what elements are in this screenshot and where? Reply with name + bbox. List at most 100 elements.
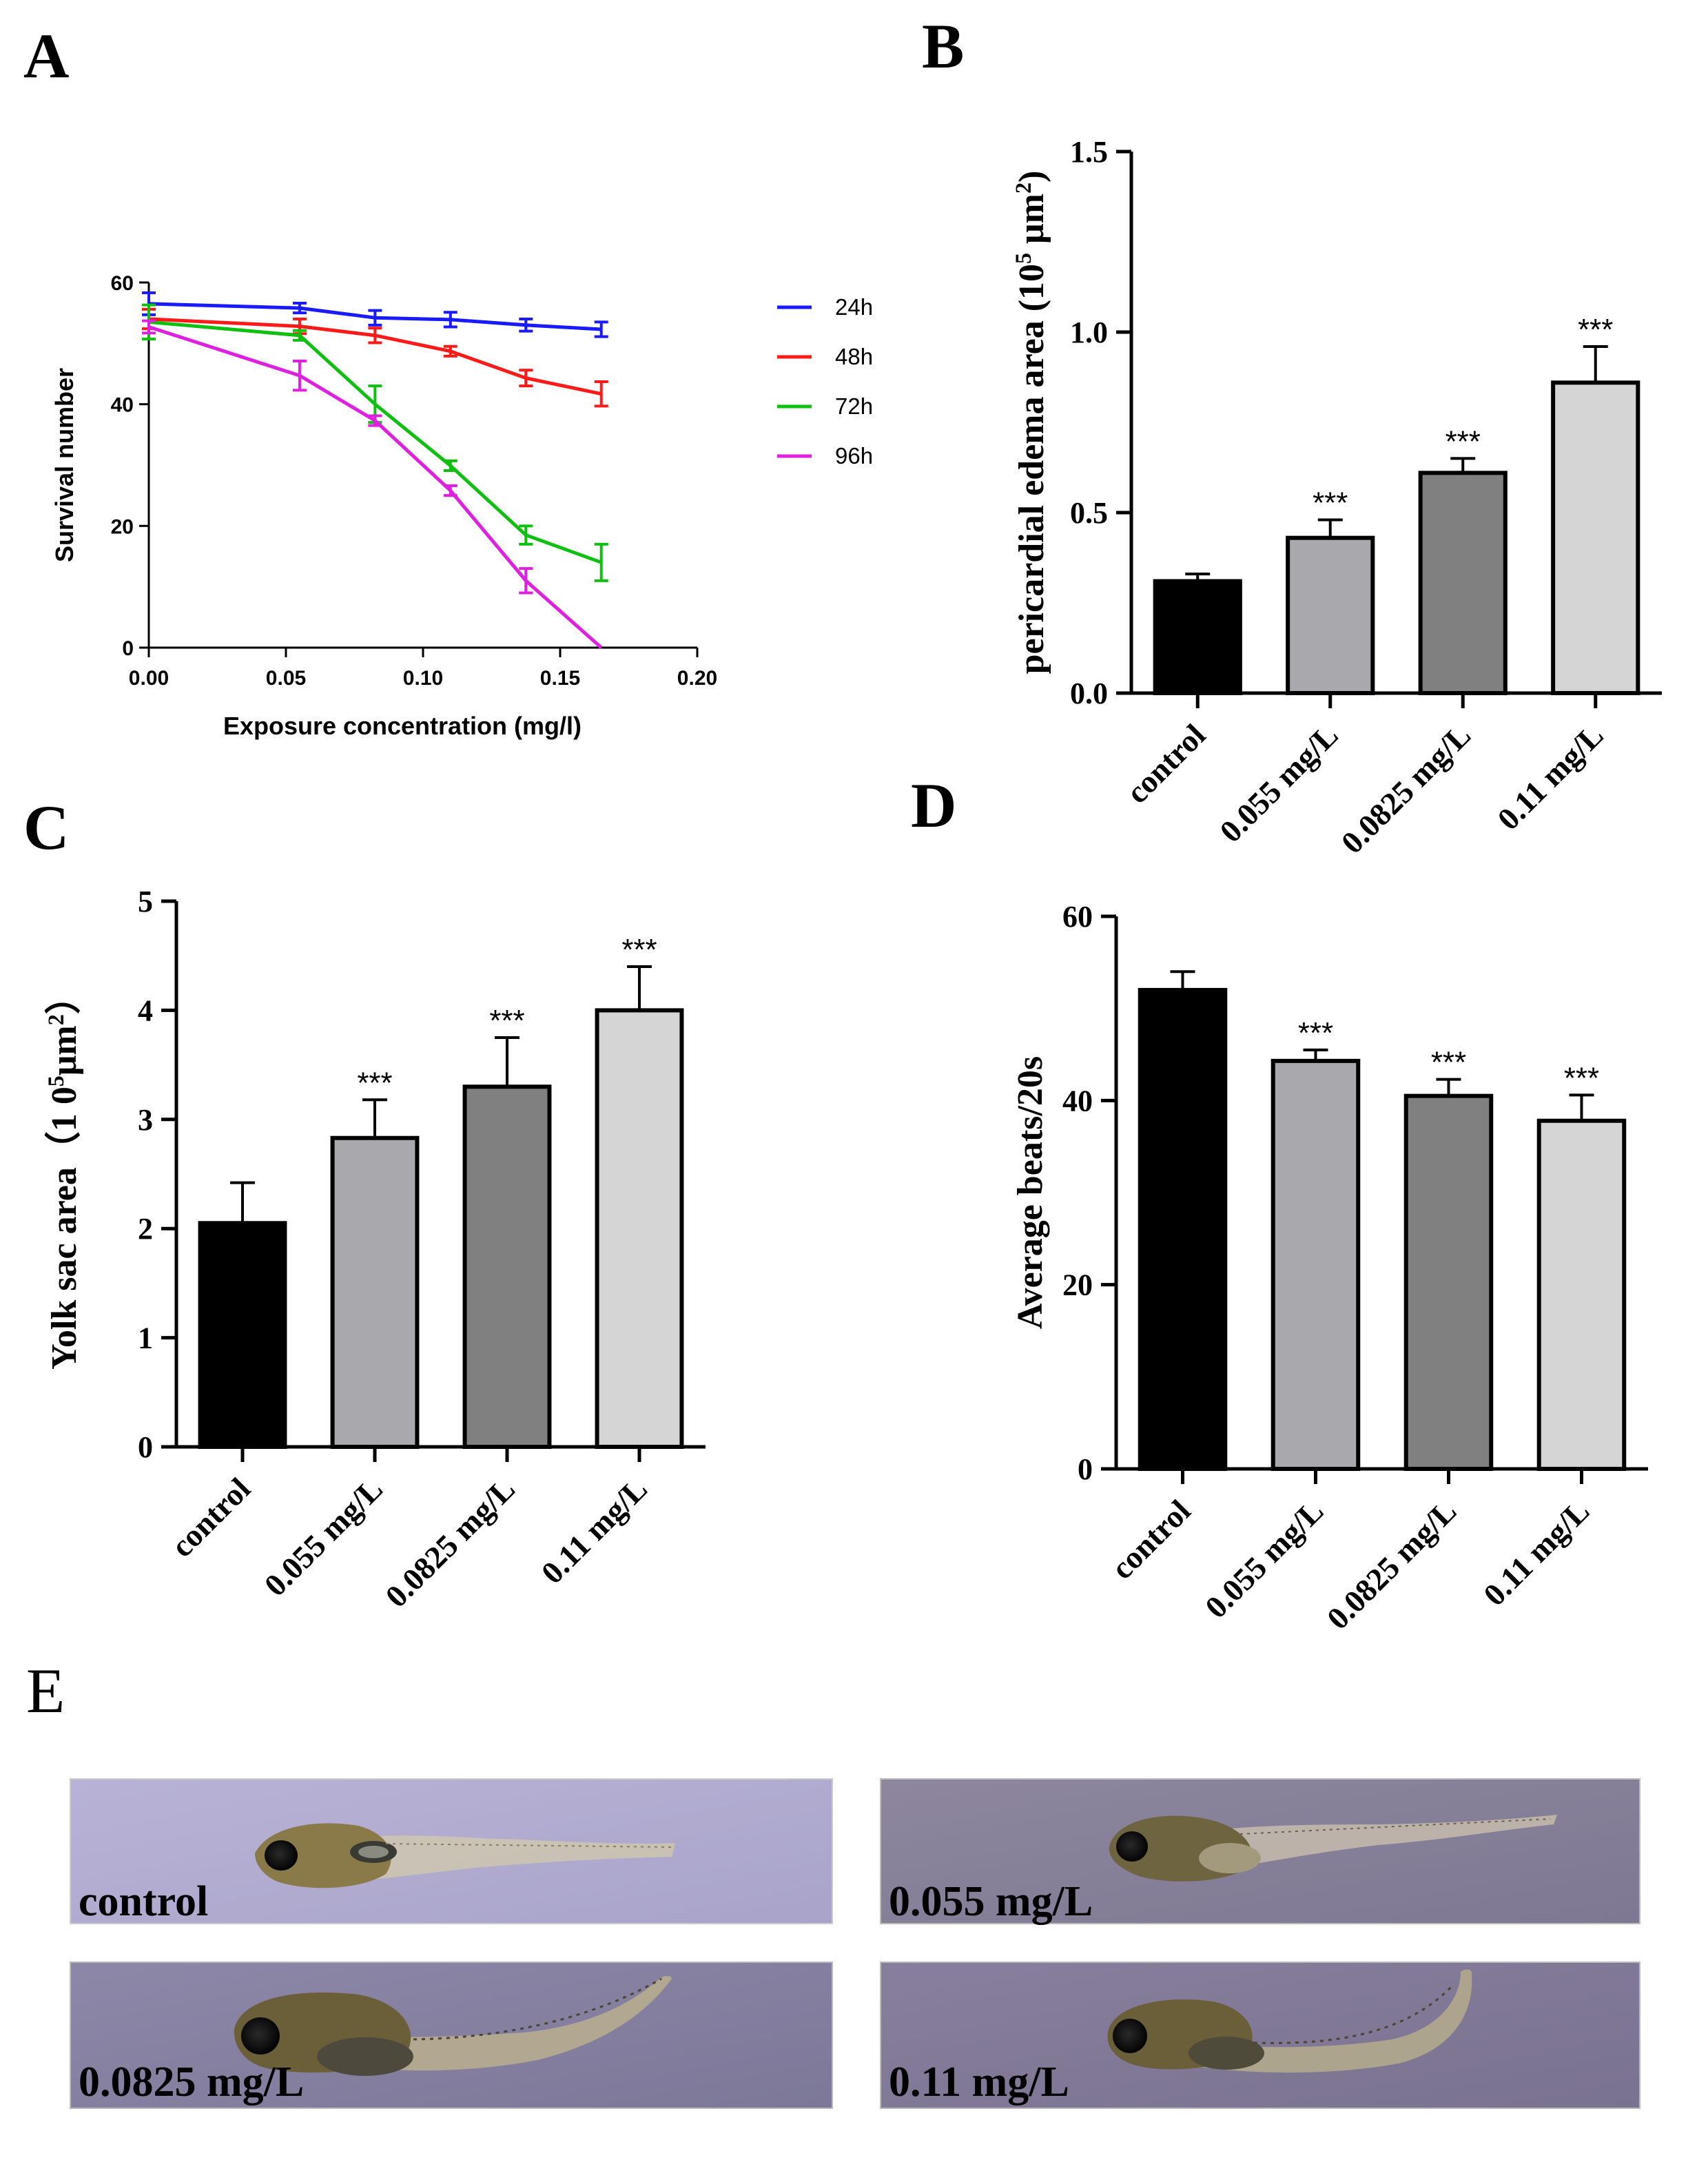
chart-c: 0 1 2 3 4 5 control *** 0.055 mg/L *** 0.0825 mg/L… (43, 885, 706, 1614)
y-axis-label-part: 2 (43, 1014, 68, 1025)
photo-caption-0055: 0.055 mg/L (889, 1878, 1093, 1925)
chart-d: 0 20 40 60 control *** 0.055 mg/L *** 0.0825 mg/… (1011, 900, 1648, 1636)
bar-2 (462, 1084, 552, 1449)
panel-label-a: A (23, 21, 69, 91)
legend-label-48h: 48h (835, 344, 873, 369)
y-tick-label: 2 (138, 1212, 153, 1246)
x-tick-label: 0.20 (677, 667, 717, 690)
y-tick-label: 0 (1078, 1452, 1093, 1486)
y-axis-label-part: ） (44, 978, 84, 1014)
y-tick-label: 0.5 (1070, 496, 1108, 530)
y-axis-label: Survival number (50, 368, 79, 562)
bar-0 (1138, 987, 1228, 1471)
panel-label-e: E (26, 1656, 65, 1726)
x-tick-label: control (164, 1471, 257, 1564)
x-tick-label: 0.055 mg/L (258, 1471, 389, 1603)
chart-b: 0.0 0.5 1.0 1.5 control *** 0.055 mg/L *** 0.082… (1011, 135, 1662, 861)
y-axis-label-part: Yolk sac area（1 0 (44, 1087, 84, 1370)
larva-image (1109, 1815, 1557, 1882)
bar-3 (1551, 380, 1640, 695)
larva-image (234, 1975, 672, 2076)
y-axis-label-part: Average beats/20s (1011, 1056, 1050, 1329)
significance-marker: *** (357, 1066, 392, 1100)
y-axis-label: Average beats/20s (1011, 1056, 1050, 1329)
photo-control: control (70, 1778, 833, 1925)
x-tick-label: control (1119, 717, 1212, 810)
y-tick-label: 5 (138, 885, 153, 918)
y-axis-label-part: pericardial edema area (10 (1012, 264, 1051, 674)
x-tick-label: 0.10 (403, 667, 443, 690)
significance-marker: *** (489, 1004, 524, 1038)
bar-1 (1270, 1058, 1361, 1471)
y-axis-label: Yolk sac area（1 05μm2） (43, 978, 84, 1370)
y-tick-label: 1.0 (1070, 316, 1108, 349)
legend-label-96h: 96h (835, 443, 873, 469)
x-tick-label: 0.0825 mg/L (378, 1471, 522, 1614)
y-axis-label: pericardial edema area (105 μm2) (1011, 171, 1051, 675)
panel-label-d: D (911, 770, 956, 841)
x-tick-label: 0.11 mg/L (535, 1471, 654, 1590)
x-tick-label: control (1104, 1493, 1197, 1586)
photo-0055: 0.055 mg/L (880, 1778, 1640, 1925)
significance-marker: *** (1298, 1016, 1333, 1050)
bar-0 (198, 1221, 287, 1450)
y-tick-label: 3 (138, 1103, 153, 1137)
x-tick-label: 0.055 mg/L (1198, 1493, 1330, 1625)
panel-label-b: B (922, 11, 964, 81)
y-tick-label: 4 (138, 994, 153, 1027)
y-axis-label-part: ) (1012, 171, 1051, 183)
y-axis-label-part: 2 (1011, 183, 1036, 194)
series-line-72h (148, 320, 602, 564)
x-tick-label: 0.15 (540, 667, 580, 690)
y-tick-label: 20 (111, 515, 134, 538)
series-line-48h (148, 317, 602, 396)
y-axis-label-part: μm (1012, 194, 1051, 253)
bar-1 (330, 1135, 420, 1450)
chart-a: 0 20 40 60 0.00 0.05 0.10 0.15 0.20 Exposure conc… (50, 272, 873, 740)
legend-label-72h: 72h (835, 393, 873, 419)
x-tick-label: 0.055 mg/L (1213, 717, 1344, 849)
y-tick-label: 0 (122, 637, 134, 660)
significance-marker: *** (1445, 424, 1481, 458)
x-tick-label: 0.0825 mg/L (1320, 1493, 1463, 1636)
y-tick-label: 60 (111, 272, 134, 295)
y-tick-label: 1 (138, 1321, 153, 1355)
x-axis-label: Exposure concentration (mg/l) (223, 712, 582, 740)
panel-label-c: C (23, 792, 69, 863)
panel-e-photos: control 0.055 mg/L 0.0825 (70, 1778, 1640, 2109)
x-tick-label: 0.05 (266, 667, 306, 690)
x-tick-label: 0.11 mg/L (1477, 1493, 1596, 1612)
x-tick-label: 0.11 mg/L (1490, 717, 1609, 836)
bar-2 (1418, 471, 1508, 695)
bar-1 (1286, 535, 1375, 695)
significance-marker: *** (1431, 1046, 1466, 1080)
y-tick-label: 40 (1062, 1084, 1093, 1118)
larva-image (255, 1823, 675, 1888)
photo-caption-control: control (79, 1878, 208, 1925)
significance-marker: *** (1564, 1061, 1599, 1095)
y-tick-label: 40 (111, 394, 134, 417)
y-tick-label: 20 (1062, 1268, 1093, 1302)
photo-caption-00825: 0.0825 mg/L (79, 2059, 304, 2106)
y-tick-label: 60 (1062, 900, 1093, 934)
photo-00825: 0.0825 mg/L (70, 1962, 833, 2109)
series-line-96h (148, 325, 603, 649)
y-axis-label-part: 5 (43, 1075, 68, 1087)
bar-3 (595, 1008, 684, 1449)
x-tick-label: 0.00 (129, 667, 169, 690)
x-tick-label: 0.0825 mg/L (1335, 717, 1478, 861)
y-axis-label-part: μm (45, 1025, 84, 1075)
y-tick-label: 0 (138, 1430, 153, 1464)
series-line-24h (148, 302, 601, 331)
bar-3 (1536, 1118, 1627, 1471)
y-tick-label: 0.0 (1070, 677, 1108, 710)
bar-0 (1153, 579, 1242, 695)
significance-marker: *** (1313, 486, 1348, 519)
y-tick-label: 1.5 (1070, 135, 1108, 169)
significance-marker: *** (621, 933, 657, 967)
photo-011: 0.11 mg/L (880, 1962, 1640, 2109)
photo-caption-011: 0.11 mg/L (889, 2059, 1069, 2106)
bar-2 (1403, 1093, 1494, 1471)
y-axis-label-part: 5 (1011, 253, 1036, 264)
